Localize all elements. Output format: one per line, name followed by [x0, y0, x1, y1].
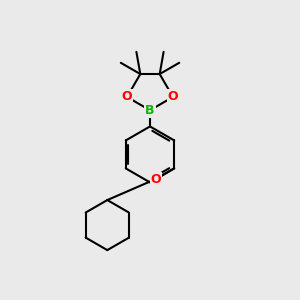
- Text: O: O: [122, 91, 132, 103]
- Text: O: O: [168, 91, 178, 103]
- Text: B: B: [145, 104, 155, 117]
- Text: O: O: [151, 172, 161, 185]
